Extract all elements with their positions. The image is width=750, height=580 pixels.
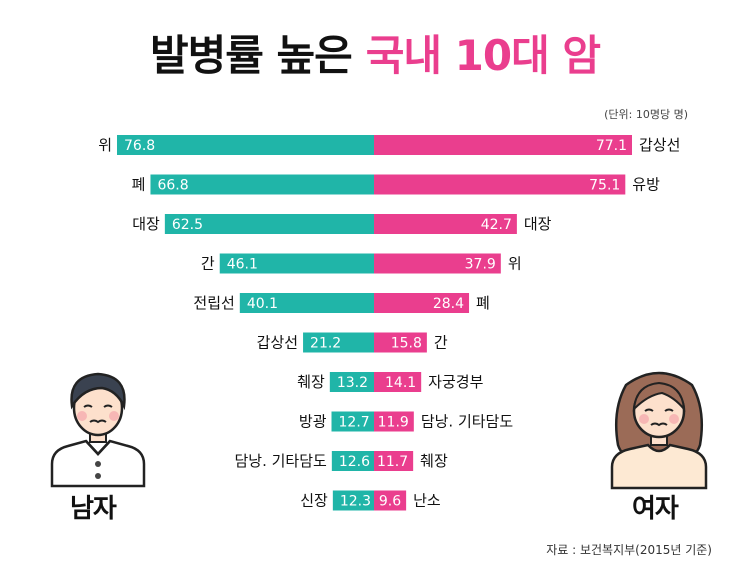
female-category-label: 담낭. 기타담도 <box>421 413 514 431</box>
male-value-label: 40.1 <box>247 296 278 312</box>
male-bar <box>164 214 374 234</box>
female-value-label: 28.4 <box>433 296 464 312</box>
male-category-label: 신장 <box>300 492 328 510</box>
female-value-label: 11.9 <box>378 415 409 431</box>
male-person-icon <box>50 372 146 488</box>
female-category-label: 유방 <box>632 176 660 194</box>
male-value-label: 76.8 <box>124 138 155 154</box>
source-note: 자료 : 보건복지부(2015년 기준) <box>546 543 712 557</box>
male-label: 남자 <box>70 494 117 524</box>
female-category-label: 갑상선 <box>639 136 680 154</box>
male-bar <box>329 372 374 392</box>
female-value-label: 11.7 <box>377 454 408 470</box>
male-value-label: 66.8 <box>157 178 188 194</box>
male-category-label: 췌장 <box>297 373 325 391</box>
female-bar <box>374 490 407 511</box>
male-value-label: 62.5 <box>172 217 203 233</box>
male-category-label: 전립선 <box>193 294 234 312</box>
female-bar <box>374 372 422 392</box>
title-part1: 발병률 높은 <box>149 31 353 80</box>
female-bar <box>374 135 632 155</box>
male-bar <box>331 451 374 471</box>
female-category-label: 대장 <box>524 215 552 233</box>
female-value-label: 15.8 <box>391 336 422 352</box>
male-bar <box>150 174 374 195</box>
female-bar <box>374 332 427 353</box>
chart-title: 발병률 높은 국내 10대 암 <box>0 28 750 84</box>
male-category-label: 폐 <box>132 176 146 194</box>
female-category-label: 췌장 <box>420 452 448 470</box>
female-category-label: 위 <box>508 255 522 273</box>
female-label: 여자 <box>632 494 679 524</box>
male-category-label: 위 <box>98 136 112 154</box>
female-value-label: 37.9 <box>465 257 496 273</box>
female-value-label: 75.1 <box>589 178 620 194</box>
male-value-label: 21.2 <box>310 336 341 352</box>
male-bar <box>219 253 374 274</box>
male-value-label: 46.1 <box>227 257 258 273</box>
male-bar <box>239 293 374 313</box>
female-category-label: 자궁경부 <box>428 373 483 391</box>
female-value-label: 42.7 <box>481 217 512 233</box>
female-value-label: 9.6 <box>379 494 401 510</box>
female-bar <box>374 451 414 471</box>
male-bar <box>331 411 374 432</box>
male-value-label: 13.2 <box>337 375 368 391</box>
male-category-label: 방광 <box>299 413 327 431</box>
male-bar <box>332 490 374 511</box>
male-value-label: 12.6 <box>339 454 370 470</box>
female-category-label: 난소 <box>413 492 441 510</box>
unit-note: (단위: 10명당 명) <box>604 108 688 121</box>
female-value-label: 77.1 <box>596 138 627 154</box>
male-category-label: 간 <box>201 255 215 273</box>
title-part2: 국내 10대 암 <box>365 31 601 80</box>
male-category-label: 대장 <box>132 215 160 233</box>
male-value-label: 12.3 <box>340 494 371 510</box>
female-bar <box>374 174 626 195</box>
female-value-label: 14.1 <box>385 375 416 391</box>
female-bar <box>374 411 414 432</box>
female-bar <box>374 293 470 313</box>
female-category-label: 폐 <box>476 294 490 312</box>
male-bar <box>303 332 374 353</box>
female-bar <box>374 253 501 274</box>
male-value-label: 12.7 <box>339 415 370 431</box>
male-category-label: 담낭. 기타담도 <box>234 452 327 470</box>
female-person-icon <box>610 371 708 490</box>
female-bar <box>374 214 517 234</box>
male-bar <box>117 135 374 155</box>
female-category-label: 간 <box>434 334 448 352</box>
male-category-label: 갑상선 <box>257 334 298 352</box>
